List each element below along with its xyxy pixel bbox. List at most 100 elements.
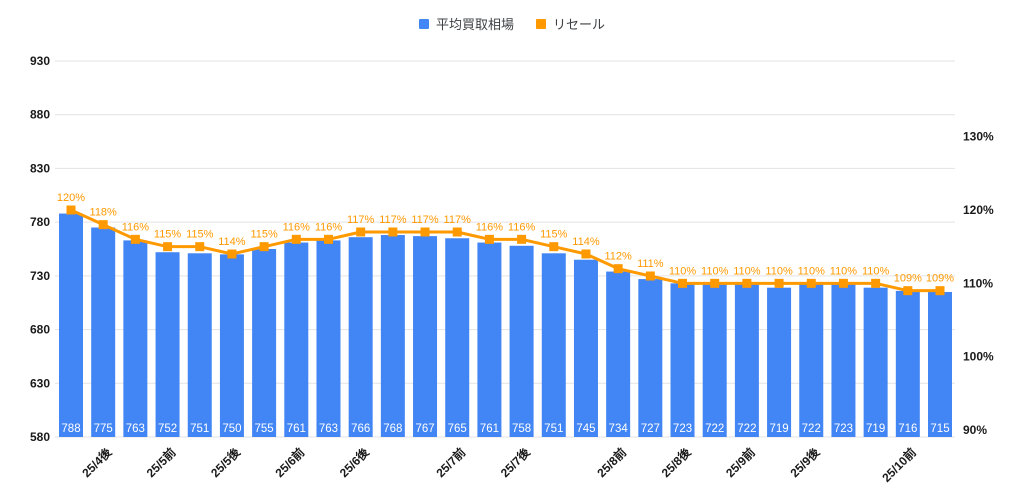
line-point-2[interactable] <box>130 234 140 244</box>
bar-value-label: 723 <box>673 423 692 435</box>
bar-19[interactable] <box>670 283 695 437</box>
line-point-5[interactable] <box>227 249 237 259</box>
bar-1[interactable] <box>91 227 116 437</box>
legend-item-average-price: 平均買取相場 <box>418 14 514 33</box>
y-axis-tick-label: 580 <box>30 430 50 444</box>
bar-15[interactable] <box>541 253 566 437</box>
resale-pct-label: 115% <box>154 229 182 241</box>
bar-12[interactable] <box>445 238 470 437</box>
bar-13[interactable] <box>477 242 502 437</box>
bar-value-label: 750 <box>222 423 241 435</box>
bar-17[interactable] <box>606 271 631 437</box>
resale-pct-label: 114% <box>218 236 246 248</box>
x-axis-tick-label: 25/8前 <box>594 445 630 481</box>
line-point-24[interactable] <box>838 278 848 288</box>
x-axis-tick-label: 25/6前 <box>272 445 308 481</box>
line-point-25[interactable] <box>871 278 881 288</box>
line-point-16[interactable] <box>581 249 591 259</box>
bar-4[interactable] <box>187 253 212 437</box>
y-axis-tick-label: 780 <box>30 215 50 229</box>
line-point-13[interactable] <box>484 234 494 244</box>
resale-pct-label: 115% <box>250 229 278 241</box>
x-axis-tick-label: 25/5後 <box>207 444 243 480</box>
bar-23[interactable] <box>799 284 824 437</box>
line-point-22[interactable] <box>774 278 784 288</box>
bar-7[interactable] <box>284 242 309 437</box>
bar-value-label: 722 <box>705 423 724 435</box>
legend-label-average-price: 平均買取相場 <box>435 17 514 32</box>
bar-27[interactable] <box>928 291 952 437</box>
line-point-1[interactable] <box>98 220 108 230</box>
resale-pct-label: 118% <box>90 207 118 219</box>
bar-14[interactable] <box>509 245 534 437</box>
bar-0[interactable] <box>59 213 83 437</box>
line-point-15[interactable] <box>549 242 559 252</box>
x-axis-tick-label: 25/8後 <box>658 444 694 480</box>
bar-value-label: 763 <box>126 423 145 435</box>
y-axis-tick-label: 880 <box>30 108 50 122</box>
bar-5[interactable] <box>219 254 244 437</box>
bar-9[interactable] <box>348 237 373 437</box>
bar-value-label: 766 <box>351 423 370 435</box>
line-point-27[interactable] <box>935 286 945 296</box>
bar-25[interactable] <box>863 287 888 437</box>
bar-value-label: 727 <box>641 423 660 435</box>
resale-pct-label: 117% <box>411 214 439 226</box>
resale-pct-label: 110% <box>765 265 793 277</box>
line-point-0[interactable] <box>66 205 76 215</box>
right-axis-tick-label: 100% <box>963 350 994 364</box>
bar-value-label: 761 <box>480 423 499 435</box>
x-axis-tick-label: 25/6後 <box>336 444 372 480</box>
line-point-17[interactable] <box>613 264 623 274</box>
line-series-swatch-icon <box>536 18 546 29</box>
line-point-10[interactable] <box>388 227 398 237</box>
x-axis-tick-label: 25/10前 <box>879 445 919 485</box>
bar-value-label: 745 <box>576 423 595 435</box>
line-point-18[interactable] <box>645 271 655 281</box>
bar-26[interactable] <box>895 290 920 437</box>
resale-pct-label: 116% <box>283 221 311 233</box>
line-point-3[interactable] <box>163 242 173 252</box>
chart-legend: 平均買取相場 リセール <box>0 14 1024 33</box>
bar-20[interactable] <box>702 284 727 437</box>
line-point-23[interactable] <box>806 278 816 288</box>
bar-16[interactable] <box>573 259 598 437</box>
resale-pct-label: 109% <box>926 273 954 285</box>
line-point-8[interactable] <box>323 234 333 244</box>
bar-10[interactable] <box>380 235 405 437</box>
resale-pct-label: 110% <box>701 265 729 277</box>
bar-value-label: 719 <box>866 423 885 435</box>
x-axis-tick-label: 25/9後 <box>787 444 823 480</box>
bar-3[interactable] <box>155 252 180 437</box>
line-point-7[interactable] <box>291 234 301 244</box>
bar-8[interactable] <box>316 240 341 437</box>
x-axis-tick-label: 25/7後 <box>497 444 533 480</box>
bar-2[interactable] <box>123 240 148 437</box>
bar-11[interactable] <box>413 236 438 437</box>
resale-pct-label: 120% <box>57 192 85 204</box>
bar-21[interactable] <box>734 284 759 437</box>
resale-pct-label: 110% <box>733 265 761 277</box>
bar-24[interactable] <box>831 283 856 437</box>
bar-value-label: 755 <box>255 423 274 435</box>
line-point-20[interactable] <box>710 278 720 288</box>
bar-value-label: 751 <box>544 423 563 435</box>
y-axis-tick-label: 630 <box>30 376 50 390</box>
legend-label-resale: リセール <box>553 17 606 32</box>
line-point-12[interactable] <box>452 227 462 237</box>
bar-18[interactable] <box>638 279 663 437</box>
bar-value-label: 768 <box>383 423 402 435</box>
line-point-11[interactable] <box>420 227 430 237</box>
line-point-9[interactable] <box>356 227 366 237</box>
line-point-26[interactable] <box>903 286 913 296</box>
resale-pct-label: 116% <box>508 221 536 233</box>
line-point-6[interactable] <box>259 242 269 252</box>
bar-6[interactable] <box>252 249 277 437</box>
line-point-14[interactable] <box>517 234 527 244</box>
line-point-21[interactable] <box>742 278 752 288</box>
bar-22[interactable] <box>767 287 792 437</box>
resale-pct-label: 116% <box>315 221 343 233</box>
bar-value-label: 758 <box>512 423 531 435</box>
line-point-4[interactable] <box>195 242 205 252</box>
line-point-19[interactable] <box>678 278 688 288</box>
